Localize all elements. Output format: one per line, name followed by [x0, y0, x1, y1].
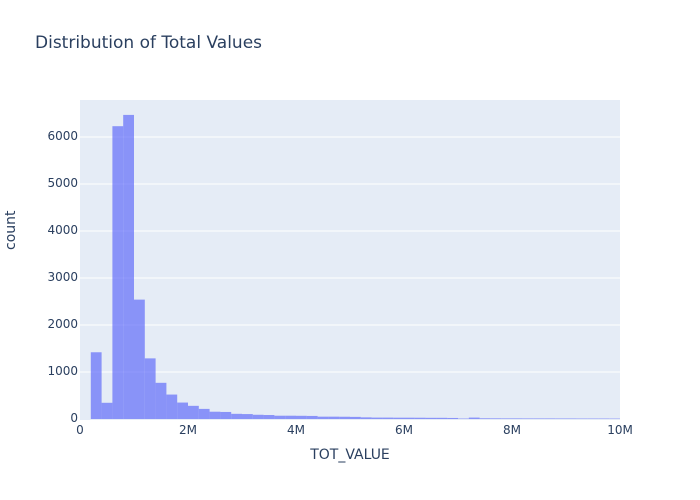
histogram-bar[interactable] — [317, 416, 329, 419]
x-tick-label: 2M — [179, 423, 197, 437]
histogram-bar[interactable] — [198, 408, 210, 419]
y-tick-label: 2000 — [47, 317, 78, 331]
x-tick-label: 4M — [287, 423, 305, 437]
histogram-bar[interactable] — [522, 418, 534, 419]
y-tick-label: 4000 — [47, 223, 78, 237]
histogram-bar[interactable] — [501, 418, 512, 419]
histogram-bar[interactable] — [242, 414, 253, 419]
histogram-bar[interactable] — [306, 415, 318, 419]
histogram-bar[interactable] — [231, 413, 242, 419]
histogram-bar[interactable] — [425, 417, 437, 419]
x-tick-label: 8M — [503, 423, 521, 437]
histogram-bar[interactable] — [90, 352, 102, 419]
histogram-bar[interactable] — [414, 417, 426, 419]
histogram-bar[interactable] — [555, 418, 566, 419]
histogram-bar[interactable] — [393, 417, 404, 419]
histogram-bar[interactable] — [350, 416, 361, 419]
histogram-bar[interactable] — [188, 405, 199, 419]
y-tick-label: 5000 — [47, 176, 78, 190]
histogram-bar[interactable] — [371, 417, 383, 419]
histogram-bar[interactable] — [144, 358, 156, 419]
histogram-bar[interactable] — [490, 418, 502, 419]
histogram-bar[interactable] — [382, 417, 394, 419]
plot-area[interactable] — [80, 100, 620, 420]
y-tick-label: 0 — [70, 411, 78, 425]
x-axis-label: TOT_VALUE — [310, 447, 390, 463]
histogram-bar[interactable] — [544, 418, 556, 419]
x-tick-label: 0 — [76, 423, 84, 437]
histogram — [80, 114, 620, 419]
chart-title: Distribution of Total Values — [35, 33, 263, 53]
y-axis-label: count — [3, 210, 19, 251]
histogram-bar[interactable] — [468, 417, 480, 419]
histogram-bar[interactable] — [220, 411, 232, 419]
histogram-bar[interactable] — [533, 418, 545, 419]
histogram-bar[interactable] — [252, 414, 264, 419]
histogram-bar[interactable] — [436, 417, 448, 419]
x-tick-label: 6M — [395, 423, 413, 437]
histogram-bar[interactable] — [285, 415, 296, 419]
histogram-bar[interactable] — [209, 411, 221, 419]
y-tick-label: 1000 — [47, 364, 78, 378]
histogram-bar[interactable] — [112, 126, 124, 419]
histogram-bar[interactable] — [263, 415, 275, 419]
histogram-bar[interactable] — [512, 418, 523, 419]
histogram-bar[interactable] — [123, 114, 134, 419]
y-tick-label: 3000 — [47, 270, 78, 284]
histogram-bar[interactable] — [134, 299, 145, 419]
histogram-bar[interactable] — [166, 394, 178, 419]
histogram-bar[interactable] — [404, 417, 415, 419]
histogram-bar[interactable] — [274, 415, 286, 419]
x-tick-label: 10M — [607, 423, 633, 437]
histogram-bar[interactable] — [339, 416, 350, 419]
histogram-bar[interactable] — [447, 417, 458, 419]
y-tick-label: 6000 — [47, 129, 78, 143]
histogram-bar[interactable] — [296, 415, 307, 419]
histogram-bar[interactable] — [177, 402, 188, 419]
histogram-bar[interactable] — [566, 418, 577, 419]
histogram-bar[interactable] — [101, 402, 113, 419]
histogram-bar[interactable] — [155, 382, 167, 419]
histogram-bar[interactable] — [360, 417, 372, 419]
histogram-bar[interactable] — [479, 418, 491, 419]
histogram-bar[interactable] — [328, 416, 340, 419]
